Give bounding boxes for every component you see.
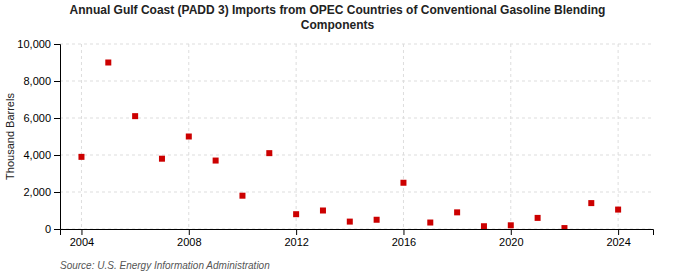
title-line: Components	[301, 18, 375, 32]
y-tick-label: 6,000	[23, 112, 51, 124]
y-tick: 8,000	[23, 75, 60, 87]
point	[320, 208, 326, 214]
x-tick: 2016	[392, 229, 416, 248]
x-grid-line	[618, 44, 619, 229]
y-grid-line	[60, 118, 653, 119]
y-tick-label: 8,000	[23, 75, 51, 87]
x-axis: 2004 2008 2012 2016 2020 2024	[61, 229, 654, 248]
x-tick-label: 2008	[177, 236, 201, 248]
y-tick-label: 10,000	[17, 38, 51, 50]
point	[508, 222, 514, 228]
x-tick-label: 2016	[392, 236, 416, 248]
x-grid-line	[403, 44, 404, 229]
point	[427, 220, 433, 226]
point	[293, 211, 299, 217]
y-tick-label: 0	[45, 223, 51, 235]
x-tick: 2012	[284, 229, 308, 248]
y-tick-mark	[54, 192, 60, 193]
x-tick-mark	[403, 229, 404, 235]
point	[239, 193, 245, 199]
x-tick-label: 2012	[284, 236, 308, 248]
y-grid-line	[60, 44, 653, 45]
chart: 2004 2008 2012 2016 2020 2024 0 2,000 4,000 6,000…	[0, 0, 675, 275]
y-grid-line	[60, 81, 653, 82]
point	[132, 113, 138, 119]
y-tick: 10,000	[17, 38, 60, 50]
source-note: Source: U.S. Energy Information Administ…	[60, 260, 270, 271]
y-grid-line	[60, 192, 653, 193]
point	[400, 180, 406, 186]
point	[454, 209, 460, 215]
point	[186, 134, 192, 140]
y-axis-label: Thousand Barrels	[4, 93, 16, 180]
x-tick-mark	[618, 229, 619, 235]
point	[615, 207, 621, 213]
x-axis-line	[61, 230, 654, 236]
x-tick-label: 2004	[70, 236, 94, 248]
x-tick-mark	[296, 229, 297, 235]
point	[266, 150, 272, 156]
point	[347, 219, 353, 225]
x-grid-line	[296, 44, 297, 229]
y-tick-mark	[54, 155, 60, 156]
x-tick: 2008	[177, 229, 201, 248]
x-tick-label: 2024	[606, 236, 630, 248]
y-tick: 0	[45, 223, 60, 235]
y-tick-mark	[54, 44, 60, 45]
y-tick: 4,000	[23, 149, 60, 161]
point	[159, 156, 165, 162]
y-tick: 6,000	[23, 112, 60, 124]
y-tick-mark	[54, 118, 60, 119]
point	[213, 158, 219, 164]
y-axis: 0 2,000 4,000 6,000 8,000 10,000	[17, 38, 60, 235]
y-tick-mark	[54, 81, 60, 82]
x-tick: 2024	[606, 229, 630, 248]
plot: 2004 2008 2012 2016 2020 2024 0 2,000 4,000 6,000…	[17, 38, 653, 248]
x-tick-label: 2020	[499, 236, 523, 248]
title: Annual Gulf Coast (PADD 3) Imports from …	[70, 3, 606, 32]
y-axis-line	[54, 45, 61, 230]
point	[374, 217, 380, 223]
y-tick-label: 2,000	[23, 186, 51, 198]
point	[588, 200, 594, 206]
y-tick-mark	[54, 229, 60, 230]
x-grid-line	[81, 44, 82, 229]
title-line: Annual Gulf Coast (PADD 3) Imports from …	[70, 3, 606, 17]
point	[535, 215, 541, 221]
point	[105, 60, 111, 66]
points	[78, 60, 621, 230]
x-tick-mark	[81, 229, 82, 235]
x-tick-mark	[189, 229, 190, 235]
x-tick: 2020	[499, 229, 523, 248]
x-tick: 2004	[70, 229, 94, 248]
y-tick-label: 4,000	[23, 149, 51, 161]
point	[481, 223, 487, 229]
x-tick-mark	[511, 229, 512, 235]
grid	[60, 44, 653, 229]
y-grid-line	[60, 155, 653, 156]
point	[561, 225, 567, 229]
point	[78, 154, 84, 160]
y-tick: 2,000	[23, 186, 60, 198]
x-grid-line	[510, 44, 511, 229]
